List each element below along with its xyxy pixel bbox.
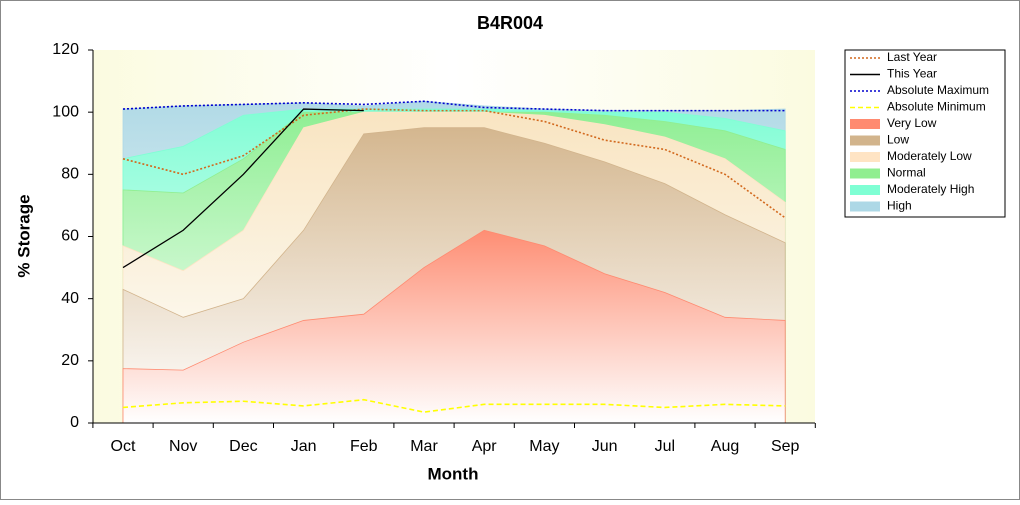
legend-label: Absolute Minimum <box>887 100 986 114</box>
legend-swatch <box>850 185 880 195</box>
legend-label: Last Year <box>887 50 937 64</box>
x-tick-label: Jun <box>592 438 618 455</box>
chart-title: B4R004 <box>477 13 543 33</box>
legend-label: Absolute Maximum <box>887 83 989 97</box>
x-tick-label: Aug <box>711 438 739 455</box>
y-tick-label: 60 <box>61 228 79 245</box>
x-tick-label: Jan <box>291 438 317 455</box>
y-tick-label: 40 <box>61 290 79 307</box>
y-tick-label: 80 <box>61 166 79 183</box>
legend-label: High <box>887 199 912 213</box>
series-line <box>122 398 786 413</box>
legend-swatch <box>850 152 880 162</box>
legend-swatch <box>850 168 880 179</box>
series-line <box>122 108 786 219</box>
y-tick-label: 100 <box>52 103 79 120</box>
legend-label: This Year <box>887 67 937 81</box>
x-tick-label: Dec <box>229 438 257 455</box>
legend-label: Very Low <box>887 116 937 130</box>
plot-layer <box>122 100 786 424</box>
x-tick-label: May <box>529 438 559 455</box>
legend-swatch <box>850 135 880 146</box>
band-area <box>122 229 786 424</box>
x-tick-label: Sep <box>771 438 800 455</box>
series-line <box>122 108 364 269</box>
x-tick-label: Feb <box>350 438 378 455</box>
legend-swatch <box>850 201 880 212</box>
y-tick-label: 0 <box>70 414 79 431</box>
legend-label: Moderately Low <box>887 149 972 163</box>
y-axis-label: % Storage <box>14 194 33 277</box>
legend-label: Moderately High <box>887 182 974 196</box>
x-tick-label: Apr <box>472 438 498 455</box>
x-axis-label: Month <box>428 464 479 483</box>
y-tick-label: 20 <box>61 352 79 369</box>
legend-swatch <box>850 119 880 129</box>
series-line <box>122 100 786 112</box>
x-tick-label: Nov <box>169 438 197 455</box>
legend-label: Normal <box>887 166 926 180</box>
legend-label: Low <box>887 133 909 147</box>
x-tick-label: Jul <box>655 438 675 455</box>
x-tick-label: Oct <box>111 438 136 455</box>
y-tick-label: 120 <box>52 41 79 58</box>
x-tick-label: Mar <box>410 438 438 455</box>
legend: Last Year This Year Absolute Maximum Absolu… <box>850 50 989 213</box>
